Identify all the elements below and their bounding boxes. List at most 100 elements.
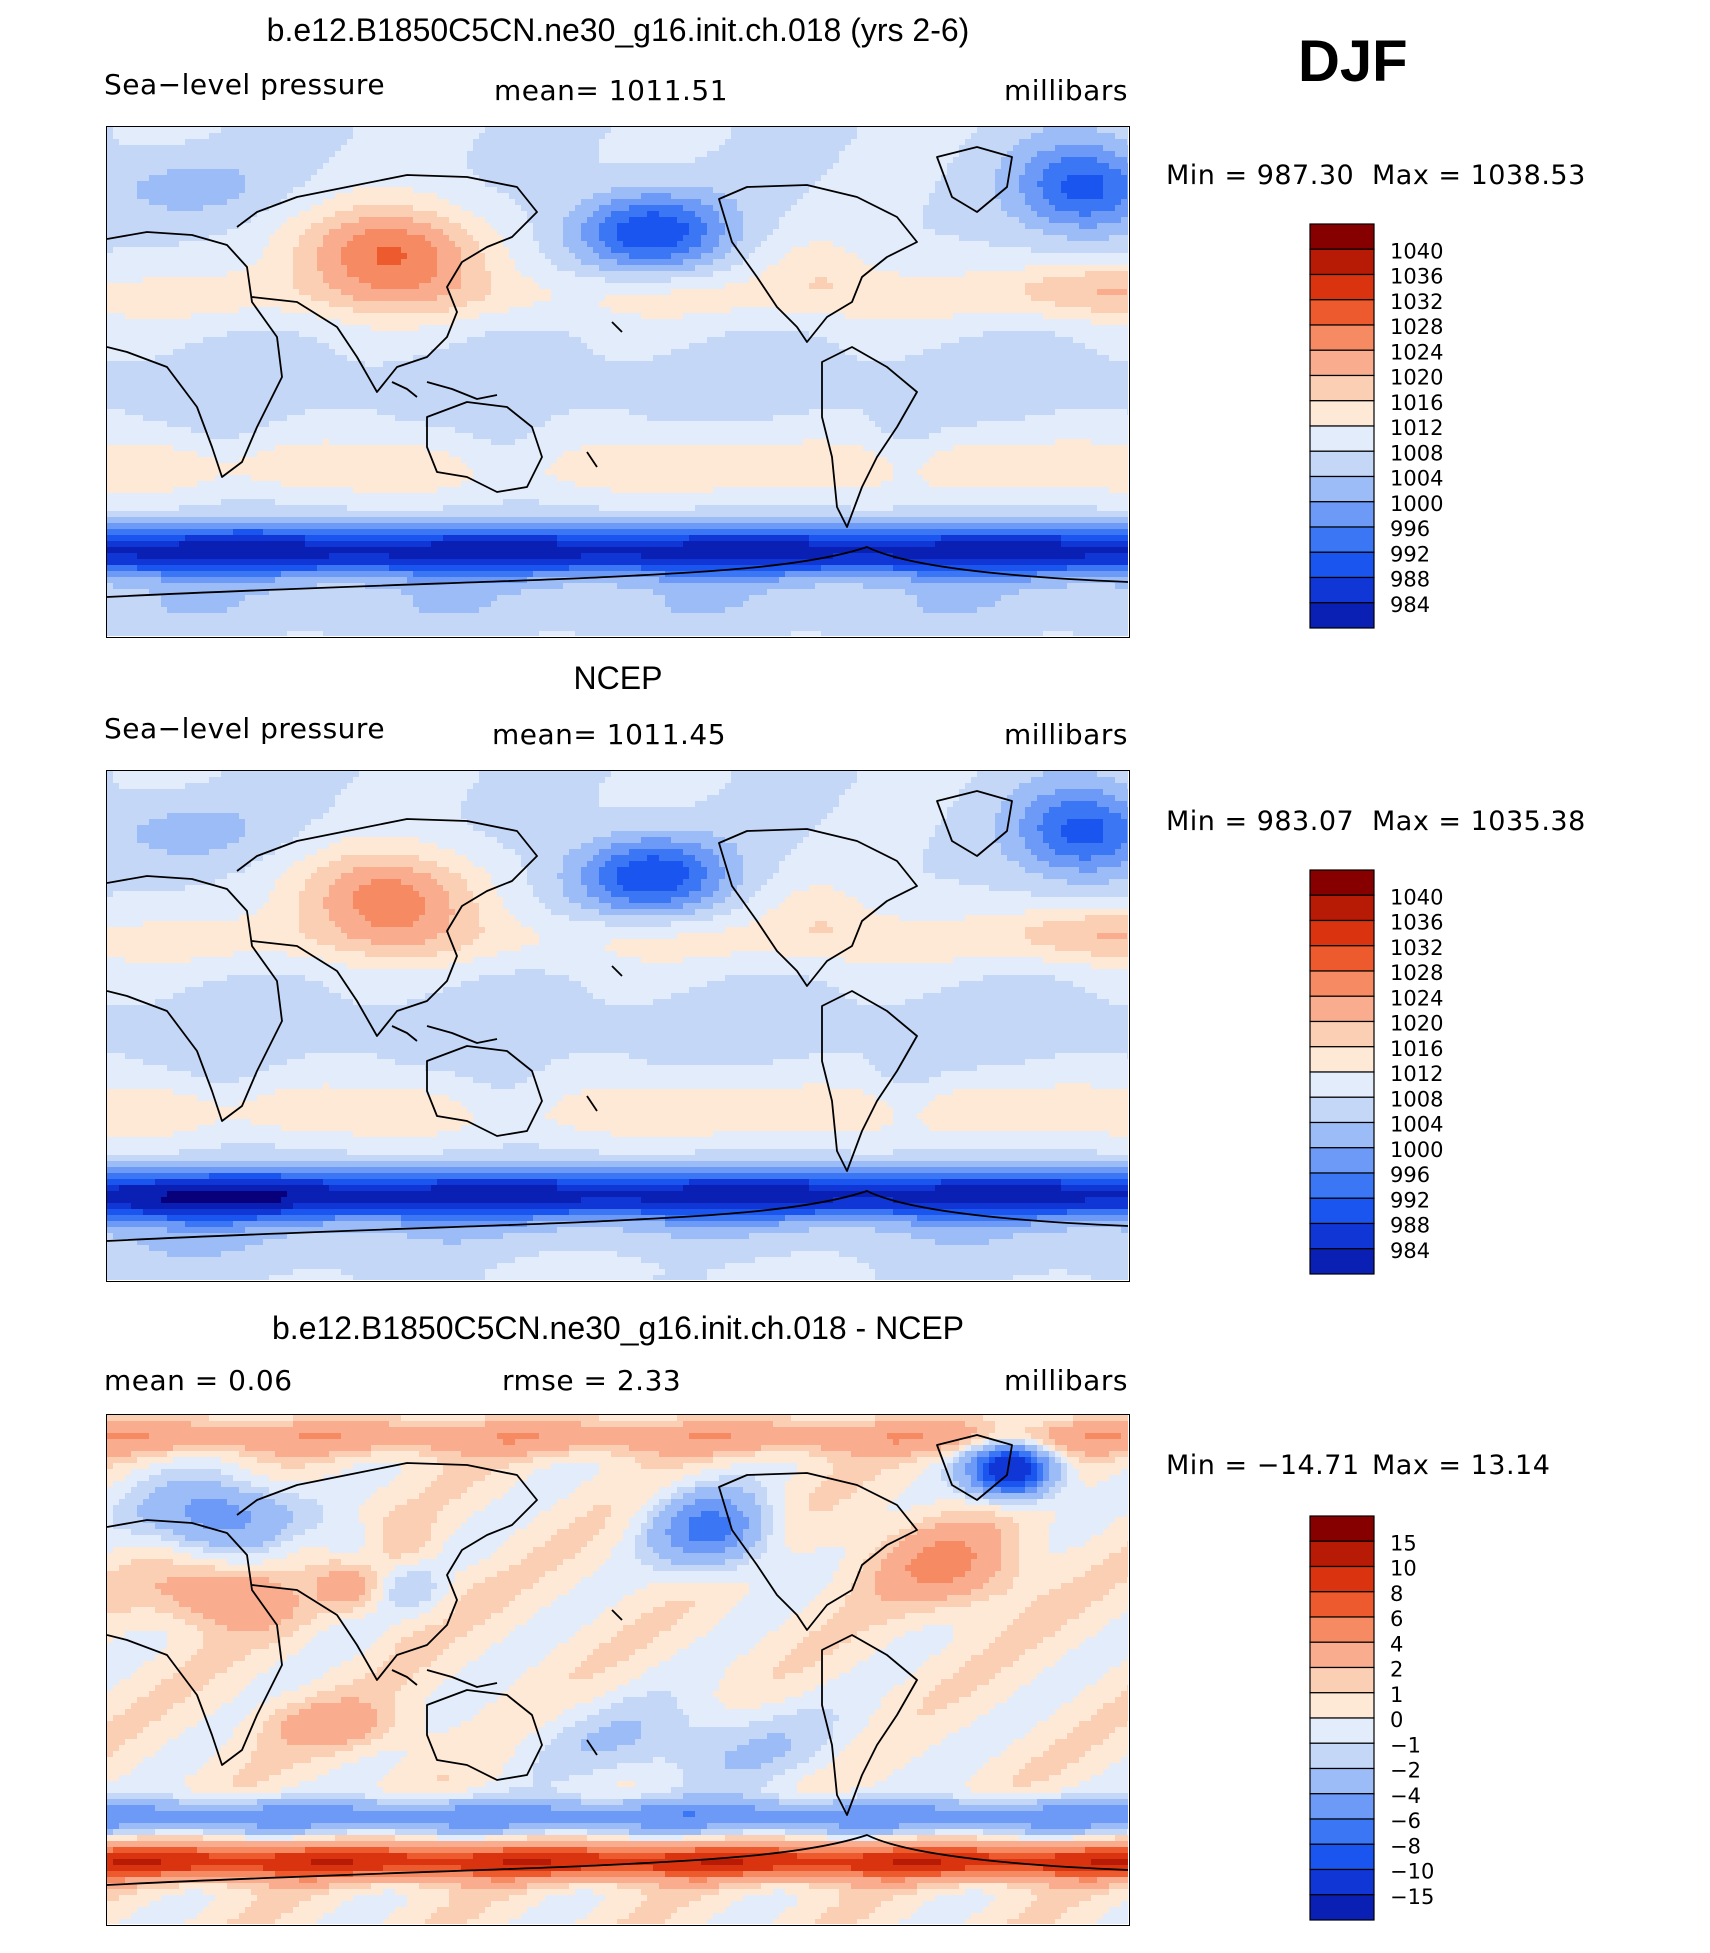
panel1-map-cell <box>1061 253 1068 260</box>
panel1-map-cell <box>605 223 612 230</box>
panel1-map-cell <box>863 253 870 260</box>
panel1-map-cell <box>1037 229 1044 236</box>
panel1-map-cell <box>917 229 924 236</box>
panel1-map-cell <box>167 175 174 182</box>
panel1-map-cell <box>659 247 666 254</box>
panel1-map-cell <box>155 151 162 158</box>
panel1-map-cell <box>713 217 720 224</box>
panel1-map-cell <box>197 247 204 254</box>
panel1-map-cell <box>419 193 426 200</box>
panel1-map-cell <box>1109 283 1116 290</box>
panel1-map-cell <box>923 253 930 260</box>
panel1-map-cell <box>905 283 912 290</box>
panel1-map-cell <box>137 181 144 188</box>
panel1-map-cell <box>1115 247 1122 254</box>
panel1-map-cell <box>239 187 246 194</box>
panel1-map-cell <box>443 259 450 266</box>
panel1-map-cell <box>485 199 492 206</box>
panel1-map-cell <box>407 283 414 290</box>
panel1-map-cell <box>479 217 486 224</box>
panel1-map-cell <box>113 301 120 308</box>
panel1-map-cell <box>701 181 708 188</box>
panel1-map-cell <box>725 283 732 290</box>
panel1-map-cell <box>659 253 666 260</box>
panel1-map-cell <box>509 253 516 260</box>
panel1-map-cell <box>293 241 300 248</box>
panel1-map-cell <box>1109 241 1116 248</box>
panel1-map-cell <box>221 229 228 236</box>
panel1-map-cell <box>479 283 486 290</box>
panel1-map-cell <box>401 205 408 212</box>
panel1-map-cell <box>785 295 792 302</box>
panel1-map-cell <box>449 247 456 254</box>
panel1-map-cell <box>569 139 576 146</box>
panel1-map-cell <box>839 289 846 296</box>
panel1-map-cell <box>833 295 840 302</box>
panel1-map-cell <box>371 247 378 254</box>
panel1-map-cell <box>203 181 210 188</box>
panel1-map-cell <box>473 193 480 200</box>
panel1-map-cell <box>959 295 966 302</box>
panel1-map-cell <box>917 271 924 278</box>
panel1-map-cell <box>185 253 192 260</box>
panel1-map-cell <box>365 133 372 140</box>
panel1-map-cell <box>461 229 468 236</box>
panel1-map-cell <box>359 277 366 284</box>
panel1-map-cell <box>641 247 648 254</box>
panel1-map-cell <box>695 235 702 242</box>
panel1-map-cell <box>845 169 852 176</box>
panel1-map-cell <box>245 247 252 254</box>
panel1-map-cell <box>545 277 552 284</box>
panel1-map-cell <box>1121 133 1128 140</box>
panel1-map-cell <box>539 247 546 254</box>
panel1-map-cell <box>131 217 138 224</box>
panel1-map-cell <box>227 217 234 224</box>
panel1-map-cell <box>671 157 678 164</box>
panel1-map-cell <box>653 145 660 152</box>
panel1-map-cell <box>503 283 510 290</box>
panel1-map-cell <box>803 211 810 218</box>
panel1-map-cell <box>743 145 750 152</box>
panel1-map-cell <box>1121 253 1128 260</box>
panel1-map-cell <box>215 181 222 188</box>
panel1-map-cell <box>341 139 348 146</box>
panel1-map-cell <box>275 139 282 146</box>
panel1-map-cell <box>347 199 354 206</box>
panel1-map-cell <box>1067 133 1074 140</box>
panel1-map-cell <box>599 265 606 272</box>
panel1-map-cell <box>179 139 186 146</box>
panel1-map-cell <box>1025 199 1032 206</box>
panel1-map-cell <box>491 127 498 134</box>
panel1-map-cell <box>323 223 330 230</box>
panel1-map-cell <box>785 187 792 194</box>
panel1-map-cell <box>791 181 798 188</box>
panel1-map-cell <box>1115 175 1122 182</box>
panel1-map-cell <box>287 259 294 266</box>
panel1-map-cell <box>1061 277 1068 284</box>
panel1-map-cell <box>875 133 882 140</box>
panel1-map-cell <box>1061 271 1068 278</box>
panel1-map-cell <box>275 235 282 242</box>
panel1-map-cell <box>899 163 906 170</box>
panel1-map-cell <box>941 241 948 248</box>
panel1-map-cell <box>851 229 858 236</box>
panel1-map-cell <box>203 229 210 236</box>
panel1-map-cell <box>233 211 240 218</box>
panel1-map-cell <box>263 223 270 230</box>
panel1-map-cell <box>653 157 660 164</box>
panel1-map-cell <box>779 295 786 302</box>
panel1-map-cell <box>659 187 666 194</box>
panel1-map-cell <box>875 175 882 182</box>
panel1-map-cell <box>467 145 474 152</box>
panel1-map-cell <box>737 277 744 284</box>
panel1-map-cell <box>353 205 360 212</box>
panel1-map-cell <box>941 289 948 296</box>
panel1-map-cell <box>167 157 174 164</box>
panel1-map-cell <box>1031 163 1038 170</box>
panel1-map-cell <box>833 253 840 260</box>
panel1-map-cell <box>605 241 612 248</box>
panel1-map-cell <box>413 229 420 236</box>
panel1-map-cell <box>113 283 120 290</box>
panel1-map-cell <box>617 265 624 272</box>
panel1-map-cell <box>191 211 198 218</box>
